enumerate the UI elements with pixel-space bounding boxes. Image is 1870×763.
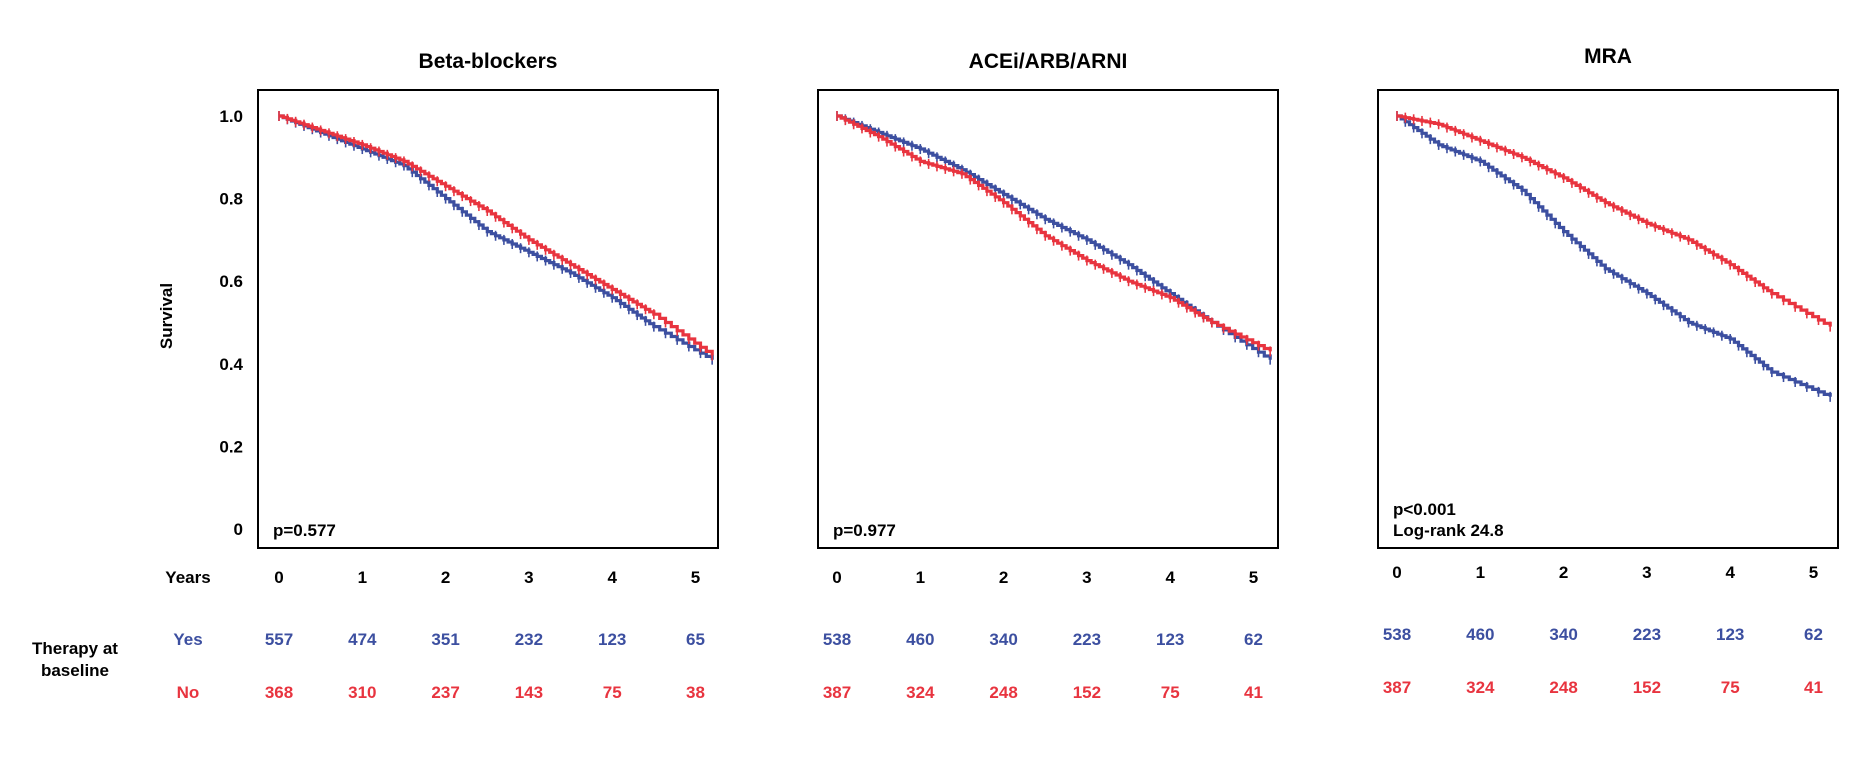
survival-curve — [1397, 114, 1832, 327]
risk-yes-count: 62 — [1244, 630, 1263, 649]
risk-yes-count: 123 — [1156, 630, 1184, 649]
y-tick-label: 1.0 — [219, 107, 243, 126]
group-label-yes: Yes — [173, 630, 202, 649]
plot-frame — [1377, 89, 1839, 549]
risk-yes-count: 460 — [906, 630, 934, 649]
y-tick-label: 0.6 — [219, 272, 243, 291]
risk-no-count: 41 — [1804, 678, 1823, 697]
risk-yes-count: 340 — [1549, 625, 1577, 644]
y-tick-label: 0 — [234, 520, 243, 539]
survival-curve — [1397, 114, 1832, 397]
x-tick-label: 2 — [441, 568, 450, 587]
x-tick-label: 5 — [691, 568, 700, 587]
x-tick-label: 1 — [916, 568, 925, 587]
risk-no-count: 387 — [1383, 678, 1411, 697]
risk-no-count: 143 — [515, 683, 543, 702]
y-axis-label: Survival — [157, 283, 176, 349]
x-tick-label: 0 — [274, 568, 283, 587]
risk-yes-count: 65 — [686, 630, 705, 649]
risk-yes-count: 232 — [515, 630, 543, 649]
x-tick-label: 4 — [607, 568, 617, 587]
y-tick-label: 0.8 — [219, 190, 243, 209]
risk-yes-count: 340 — [989, 630, 1017, 649]
y-tick-label: 0.2 — [219, 437, 243, 456]
risk-no-count: 152 — [1633, 678, 1661, 697]
risk-yes-count: 123 — [1716, 625, 1744, 644]
risk-no-count: 387 — [823, 683, 851, 702]
annotation: p=0.577 — [273, 521, 336, 540]
risk-no-count: 248 — [989, 683, 1017, 702]
x-tick-label: 3 — [1082, 568, 1091, 587]
panel-title: MRA — [1584, 45, 1632, 68]
series-no — [836, 111, 1272, 357]
series-no — [278, 111, 714, 361]
risk-yes-count: 538 — [1383, 625, 1411, 644]
risk-no-count: 324 — [906, 683, 935, 702]
risk-yes-count: 62 — [1804, 625, 1823, 644]
risk-yes-count: 223 — [1633, 625, 1661, 644]
x-tick-label: 2 — [999, 568, 1008, 587]
y-tick-label: 0.4 — [219, 355, 243, 374]
risk-table-label-line-1: Therapy at — [32, 639, 118, 658]
risk-no-count: 75 — [1721, 678, 1740, 697]
risk-no-count: 75 — [1161, 683, 1180, 702]
years-label: Years — [165, 568, 210, 587]
risk-no-count: 41 — [1244, 683, 1263, 702]
risk-yes-count: 351 — [431, 630, 459, 649]
x-tick-label: 4 — [1725, 563, 1735, 582]
x-tick-label: 1 — [1476, 563, 1485, 582]
risk-yes-count: 474 — [348, 630, 377, 649]
risk-yes-count: 557 — [265, 630, 293, 649]
plot-frame — [257, 89, 719, 549]
series-yes — [278, 111, 714, 365]
x-tick-label: 0 — [1392, 563, 1401, 582]
group-label-no: No — [177, 683, 200, 702]
annotation: p<0.001 — [1393, 500, 1456, 519]
x-tick-label: 3 — [1642, 563, 1651, 582]
panel-title: Beta-blockers — [419, 50, 558, 73]
risk-no-count: 248 — [1549, 678, 1577, 697]
x-tick-label: 1 — [358, 568, 367, 587]
risk-yes-count: 223 — [1073, 630, 1101, 649]
series-no — [1396, 111, 1832, 332]
risk-no-count: 75 — [603, 683, 622, 702]
annotation: p=0.977 — [833, 521, 896, 540]
risk-table-label-line-2: baseline — [41, 661, 109, 680]
x-tick-label: 5 — [1809, 563, 1818, 582]
series-yes — [1396, 111, 1832, 402]
risk-yes-count: 538 — [823, 630, 851, 649]
risk-yes-count: 460 — [1466, 625, 1494, 644]
risk-no-count: 310 — [348, 683, 376, 702]
risk-no-count: 324 — [1466, 678, 1495, 697]
x-tick-label: 3 — [524, 568, 533, 587]
x-tick-label: 2 — [1559, 563, 1568, 582]
risk-no-count: 152 — [1073, 683, 1101, 702]
plot-frame — [817, 89, 1279, 549]
x-tick-label: 5 — [1249, 568, 1258, 587]
x-tick-label: 4 — [1165, 568, 1175, 587]
survival-curve — [837, 114, 1272, 352]
annotation: Log-rank 24.8 — [1393, 521, 1504, 540]
risk-yes-count: 123 — [598, 630, 626, 649]
x-tick-label: 0 — [832, 568, 841, 587]
risk-no-count: 38 — [686, 683, 705, 702]
risk-no-count: 237 — [431, 683, 459, 702]
panel-title: ACEi/ARB/ARNI — [969, 50, 1128, 73]
risk-no-count: 368 — [265, 683, 293, 702]
